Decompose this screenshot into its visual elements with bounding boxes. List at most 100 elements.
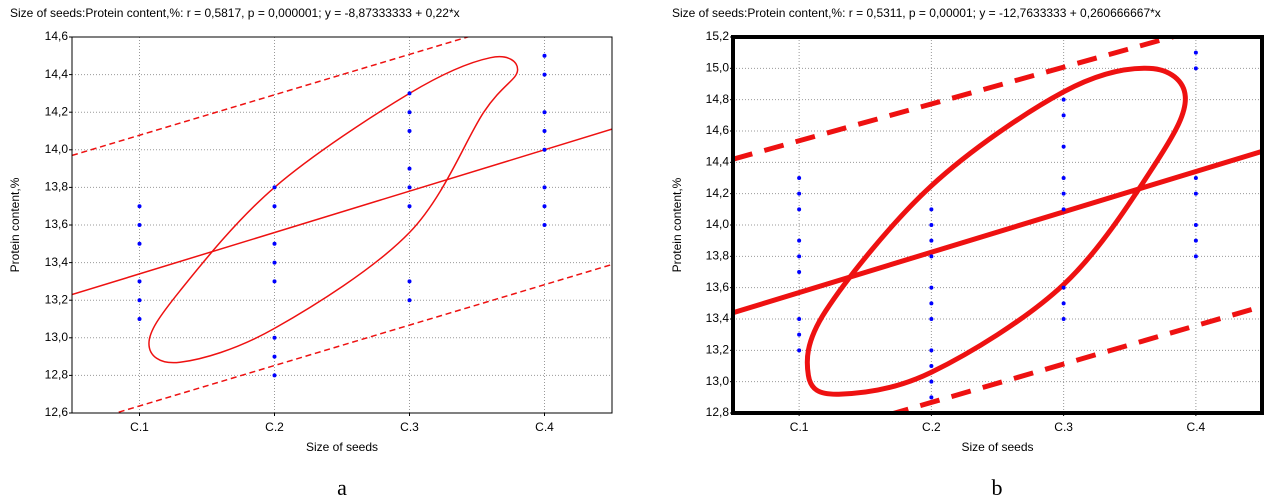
- y-tick-label: 13,8: [45, 180, 69, 194]
- y-tick-label: 15,2: [706, 29, 730, 43]
- point: [797, 254, 802, 259]
- y-tick-label: 13,6: [706, 280, 730, 294]
- x-tick-label: C.2: [922, 420, 941, 434]
- point: [797, 348, 802, 353]
- y-axis-label: Protein content,%: [8, 177, 22, 272]
- y-tick-label: 13,2: [45, 292, 69, 306]
- chart-title: Size of seeds:Protein content,%: r = 0,5…: [672, 6, 1161, 20]
- point: [1193, 66, 1198, 71]
- plot: [72, 37, 612, 413]
- point: [407, 204, 412, 209]
- point: [797, 238, 802, 243]
- point: [407, 110, 412, 115]
- point: [542, 147, 547, 152]
- point: [1061, 191, 1066, 196]
- x-axis-label: Size of seeds: [306, 440, 378, 454]
- point: [407, 91, 412, 96]
- y-tick-label: 13,4: [45, 255, 69, 269]
- point: [797, 207, 802, 212]
- point: [137, 204, 142, 209]
- confidence-band: [733, 37, 1182, 162]
- point: [272, 279, 277, 284]
- point: [1061, 207, 1066, 212]
- y-tick-label: 14,6: [706, 123, 730, 137]
- x-tick-label: C.1: [130, 420, 149, 434]
- y-tick-label: 13,2: [706, 343, 730, 357]
- point: [407, 298, 412, 303]
- point: [929, 317, 934, 321]
- y-tick-label: 14,8: [706, 92, 730, 106]
- plot-frame: [731, 35, 1264, 415]
- point: [137, 279, 142, 284]
- x-tick-label: C.3: [1054, 420, 1073, 434]
- point: [542, 72, 547, 77]
- point: [1193, 223, 1198, 227]
- y-tick-label: 14,4: [706, 155, 730, 169]
- y-tick-label: 14,0: [706, 217, 730, 231]
- point: [272, 204, 277, 209]
- chart: Size of seeds:Protein content,%: r = 0,5…: [8, 6, 613, 500]
- y-axis-label: Protein content,%: [670, 177, 684, 272]
- y-tick-label: 14,0: [45, 142, 69, 156]
- caption: b: [992, 475, 1003, 500]
- point: [542, 204, 547, 209]
- plot: [733, 37, 1262, 413]
- x-tick-label: C.2: [265, 420, 284, 434]
- y-tick-label: 14,2: [706, 186, 730, 200]
- x-tick-label: C.4: [535, 420, 554, 434]
- y-tick-label: 14,2: [45, 104, 69, 118]
- point: [407, 166, 412, 171]
- point: [542, 185, 547, 190]
- point: [1193, 238, 1198, 243]
- chart: Size of seeds:Protein content,%: r = 0,5…: [670, 6, 1264, 500]
- point: [797, 176, 802, 180]
- point: [1193, 50, 1198, 55]
- point: [137, 317, 142, 321]
- y-tick-label: 12,8: [706, 405, 730, 419]
- point: [797, 191, 802, 196]
- point: [137, 298, 142, 303]
- point: [272, 260, 277, 265]
- y-tick-label: 13,0: [45, 330, 69, 344]
- point: [1061, 176, 1066, 180]
- confidence-ellipse: [804, 65, 1188, 397]
- caption: a: [337, 475, 347, 500]
- point: [542, 110, 547, 115]
- point: [1061, 301, 1066, 306]
- point: [929, 254, 934, 259]
- regression-line: [733, 148, 1262, 316]
- y-tick-label: 14,4: [45, 67, 69, 81]
- point: [929, 395, 934, 400]
- point: [929, 238, 934, 243]
- point: [929, 301, 934, 306]
- y-tick-label: 12,6: [45, 405, 69, 419]
- y-tick-label: 13,4: [706, 311, 730, 325]
- point: [542, 223, 547, 227]
- point: [797, 332, 802, 337]
- point: [272, 241, 277, 246]
- point: [542, 129, 547, 133]
- point: [1061, 144, 1066, 149]
- x-tick-label: C.3: [400, 420, 419, 434]
- point: [929, 348, 934, 353]
- y-tick-label: 13,0: [706, 374, 730, 388]
- point: [137, 241, 142, 246]
- confidence-ellipse: [148, 56, 519, 364]
- point: [1193, 176, 1198, 180]
- y-tick-label: 15,0: [706, 61, 730, 75]
- point: [929, 379, 934, 384]
- y-tick-label: 12,8: [45, 368, 69, 382]
- point: [407, 279, 412, 284]
- confidence-band: [113, 263, 612, 413]
- chart-title: Size of seeds:Protein content,%: r = 0,5…: [10, 6, 460, 20]
- point: [929, 364, 934, 368]
- point: [1061, 97, 1066, 102]
- confidence-band: [885, 304, 1262, 413]
- point: [407, 185, 412, 190]
- point: [272, 354, 277, 359]
- x-tick-label: C.1: [790, 420, 809, 434]
- y-tick-label: 14,6: [45, 29, 69, 43]
- point: [1061, 317, 1066, 321]
- point: [929, 285, 934, 290]
